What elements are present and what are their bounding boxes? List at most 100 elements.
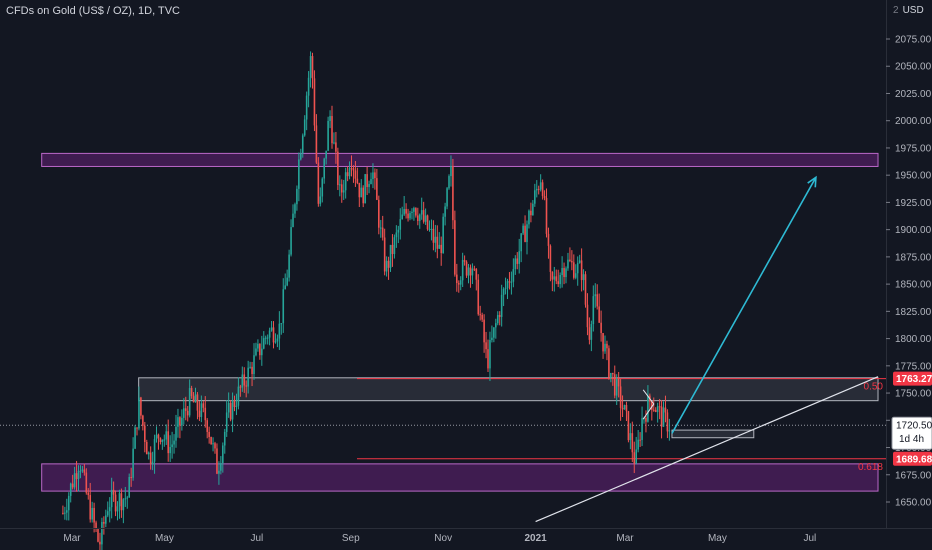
time-tick-label: 2021 <box>524 533 547 544</box>
candle <box>73 473 76 488</box>
candle <box>280 323 283 325</box>
candle <box>422 210 425 222</box>
candle <box>612 373 614 375</box>
candle <box>165 431 168 440</box>
candle <box>206 420 209 432</box>
candle <box>436 236 439 249</box>
candle <box>469 267 472 276</box>
candle <box>108 507 111 512</box>
candle <box>344 172 347 191</box>
candle <box>110 489 113 508</box>
candle <box>266 337 269 339</box>
candle <box>251 366 253 374</box>
candle <box>124 498 127 500</box>
candle <box>495 323 497 328</box>
candle <box>337 151 339 185</box>
candle <box>635 449 638 464</box>
candle <box>335 142 337 152</box>
candle <box>319 196 322 204</box>
candle <box>395 232 398 238</box>
last-price-label: 1720.50 <box>896 421 932 432</box>
candle <box>99 541 101 545</box>
candle <box>112 489 115 495</box>
drawings <box>535 175 879 523</box>
candle <box>208 431 210 437</box>
last-price-tag <box>891 416 932 450</box>
candle <box>282 289 285 324</box>
candle <box>555 276 558 282</box>
candle <box>600 322 602 334</box>
candle <box>459 280 462 285</box>
candle <box>502 288 505 295</box>
price-tick-label: 1750.00 <box>895 389 932 400</box>
horizontal-levels: 0.50 0.618 <box>0 378 886 473</box>
candle <box>543 196 546 198</box>
candle <box>506 281 509 289</box>
candle <box>493 327 495 338</box>
candle <box>194 394 197 403</box>
candle <box>296 188 298 205</box>
candle <box>155 434 158 440</box>
candle <box>504 288 507 290</box>
candle <box>619 386 622 408</box>
candle <box>508 281 511 283</box>
candle <box>383 237 386 272</box>
currency-label[interactable]: 2 USD <box>893 5 924 16</box>
candle <box>368 183 370 188</box>
candle <box>385 260 388 272</box>
candle <box>249 366 251 368</box>
candle <box>481 314 483 320</box>
candle <box>93 507 95 523</box>
candle <box>327 120 329 151</box>
candle <box>514 258 517 270</box>
candle <box>485 342 487 350</box>
candle <box>325 150 327 159</box>
candle <box>120 493 123 511</box>
candle <box>438 244 441 249</box>
candle <box>229 402 232 420</box>
candle <box>145 441 148 455</box>
candle <box>627 411 630 441</box>
time-tick-label: Jul <box>803 533 816 544</box>
candle <box>62 512 64 514</box>
candle <box>67 495 70 511</box>
candle <box>420 210 423 215</box>
candle <box>333 142 335 144</box>
price-tick-label: 1925.00 <box>895 198 932 209</box>
candle <box>358 182 361 198</box>
candle <box>130 476 132 478</box>
candle <box>134 427 136 449</box>
candle <box>654 409 657 413</box>
candle <box>69 483 72 496</box>
candle <box>604 343 606 352</box>
candle <box>97 529 99 542</box>
candle <box>580 260 583 281</box>
candle <box>317 162 320 204</box>
candle <box>190 388 193 397</box>
time-axis[interactable]: Mar May Jul Sep Nov 2021 Mar May Jul <box>0 528 932 545</box>
candle <box>409 213 411 219</box>
candle <box>473 268 476 270</box>
candle <box>424 215 427 222</box>
candle <box>212 443 214 445</box>
candle <box>467 267 470 276</box>
time-tick-label: May <box>155 533 174 544</box>
candle <box>298 159 300 189</box>
price-tick-label: 1800.00 <box>895 334 932 345</box>
candle <box>530 210 532 216</box>
candle <box>220 463 222 471</box>
candle <box>223 431 226 446</box>
candle <box>188 388 191 416</box>
candle <box>235 405 238 407</box>
support-trendline <box>535 376 879 523</box>
candle <box>288 254 290 278</box>
candle <box>329 116 331 121</box>
candle <box>192 396 195 403</box>
candle <box>85 472 88 493</box>
candle <box>617 378 620 387</box>
candle <box>272 327 275 343</box>
candle <box>268 330 271 338</box>
candle <box>370 179 372 184</box>
candle <box>71 483 74 488</box>
